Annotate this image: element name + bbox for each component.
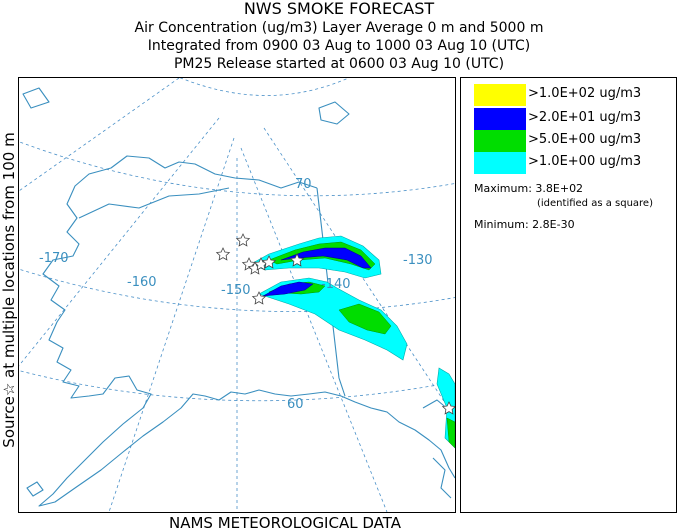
- parallel-65: [19, 268, 455, 312]
- legend-row-1: >1.0E+02 ug/m3: [474, 84, 674, 106]
- source-description: Source☆ at multiple locations from 100 m: [0, 132, 18, 448]
- parallel-70: [19, 141, 455, 197]
- legend-row-4: >1.0E+00 ug/m3: [474, 152, 674, 174]
- concentration-description: Air Concentration (ug/m3) Layer Average …: [134, 20, 544, 36]
- smoke-map: -170 -160 -150 -140 -130 70 60: [18, 77, 456, 513]
- source-star: [441, 401, 455, 415]
- coastline-islands: [22, 87, 350, 497]
- forecast-title: NWS SMOKE FORECAST: [243, 0, 435, 18]
- source-markers: [215, 233, 455, 415]
- source-star: [215, 247, 231, 261]
- lon-label-150: -150: [221, 283, 251, 298]
- alaska-coastline: [38, 155, 455, 507]
- plume-blue-south: [262, 281, 314, 297]
- parallel-80: [179, 78, 350, 96]
- legend-label: >1.0E+02 ug/m3: [528, 86, 642, 101]
- legend-row-3: >5.0E+00 ug/m3: [474, 130, 674, 152]
- concentration-legend: >1.0E+02 ug/m3 >2.0E+01 ug/m3 >5.0E+00 u…: [460, 77, 677, 513]
- maximum-note: (identified as a square): [537, 198, 653, 209]
- parallel-60: [19, 370, 455, 402]
- meridian-140: [240, 147, 388, 512]
- lon-label-140: -140: [321, 277, 351, 292]
- plume-green-southeast: [338, 303, 392, 335]
- source-star: [289, 253, 305, 267]
- legend-swatch-cyan: [474, 152, 526, 174]
- release-start: PM25 Release started at 0600 03 Aug 10 (…: [173, 56, 505, 72]
- legend-swatch-blue: [474, 108, 526, 130]
- lon-label-130: -130: [403, 253, 433, 268]
- meridian-130: [263, 127, 455, 419]
- meteorological-data-label: NAMS METEOROLOGICAL DATA: [169, 514, 401, 532]
- minimum-value: Minimum: 2.8E-30: [474, 218, 575, 231]
- legend-label: >5.0E+00 ug/m3: [528, 132, 642, 147]
- meridian-180: [19, 78, 180, 192]
- lon-label-170: -170: [39, 251, 69, 266]
- legend-swatch-yellow: [474, 84, 526, 106]
- plume-green-edge: [446, 417, 455, 449]
- meridian-170: [19, 117, 220, 367]
- lat-label-60: 60: [287, 397, 304, 412]
- maximum-value: Maximum: 3.8E+02: [474, 182, 584, 195]
- lat-label-70: 70: [295, 177, 312, 192]
- plume-cyan-south: [258, 277, 408, 361]
- legend-label: >1.0E+00 ug/m3: [528, 154, 642, 169]
- legend-row-2: >2.0E+01 ug/m3: [474, 108, 674, 130]
- integration-period: Integrated from 0900 03 Aug to 1000 03 A…: [147, 38, 531, 54]
- lon-label-160: -160: [127, 275, 157, 290]
- source-star: [261, 255, 277, 269]
- coastline-north-slope: [78, 187, 230, 219]
- plume-blue-north: [280, 247, 372, 269]
- source-star: [235, 233, 251, 247]
- source-star: [251, 291, 267, 305]
- legend-label: >2.0E+01 ug/m3: [528, 110, 642, 125]
- legend-swatch-green: [474, 130, 526, 152]
- meridian-160: [108, 137, 235, 512]
